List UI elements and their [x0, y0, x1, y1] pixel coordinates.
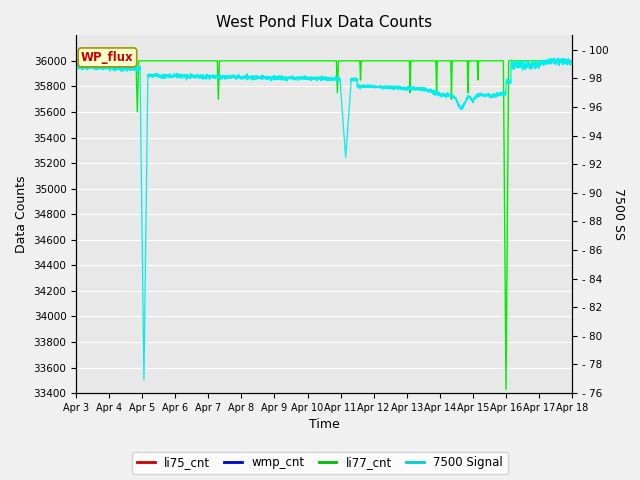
Y-axis label: Data Counts: Data Counts — [15, 176, 28, 253]
Y-axis label: 7500 SS: 7500 SS — [612, 188, 625, 240]
Text: WP_flux: WP_flux — [81, 51, 134, 64]
Legend: li75_cnt, wmp_cnt, li77_cnt, 7500 Signal: li75_cnt, wmp_cnt, li77_cnt, 7500 Signal — [132, 452, 508, 474]
Title: West Pond Flux Data Counts: West Pond Flux Data Counts — [216, 15, 432, 30]
X-axis label: Time: Time — [308, 419, 339, 432]
